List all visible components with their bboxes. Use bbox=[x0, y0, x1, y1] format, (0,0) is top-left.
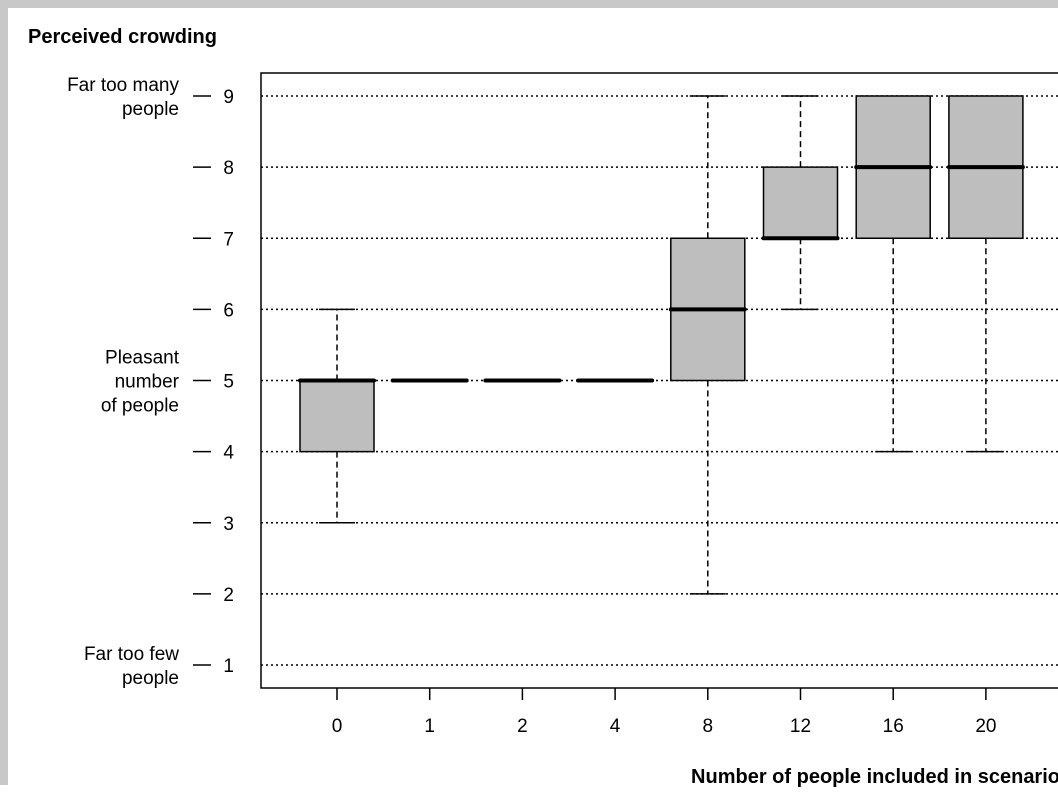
box-16 bbox=[854, 95, 933, 453]
y-anchor-label-1-line-1: people bbox=[122, 668, 179, 689]
plot-area bbox=[260, 72, 1058, 689]
y-anchor-label-5-line-1: number bbox=[115, 372, 180, 393]
box-20 bbox=[946, 95, 1025, 453]
x-axis-title: Number of people included in scenario bbox=[691, 766, 1058, 788]
y-tick-label-2: 2 bbox=[223, 585, 234, 606]
x-tick-label-8: 8 bbox=[703, 716, 714, 737]
y-tick-label-7: 7 bbox=[223, 229, 234, 250]
x-tick-label-0: 0 bbox=[332, 716, 343, 737]
y-tick-label-3: 3 bbox=[223, 514, 234, 535]
y-anchor-label-9-line-0: Far too many bbox=[67, 75, 179, 96]
x-tick-label-20: 20 bbox=[975, 716, 996, 737]
box-body-12 bbox=[762, 166, 839, 239]
box-8 bbox=[668, 95, 747, 595]
y-axis: 1 2 3 4 5 6 7 8 9 Far too many people Pleasant numbe… bbox=[67, 75, 234, 689]
x-tick-label-16: 16 bbox=[883, 716, 904, 737]
box-0 bbox=[298, 308, 376, 524]
y-tick-label-4: 4 bbox=[223, 443, 234, 464]
x-tick-label-4: 4 bbox=[610, 716, 621, 737]
grid-lines bbox=[261, 95, 1058, 666]
box-12 bbox=[761, 95, 840, 311]
x-tick-label-12: 12 bbox=[790, 716, 811, 737]
y-anchor-label-1-line-0: Far too few bbox=[84, 644, 179, 665]
y-anchor-label-5-line-0: Pleasant bbox=[105, 348, 180, 369]
x-tick-label-1: 1 bbox=[424, 716, 435, 737]
y-tick-label-8: 8 bbox=[223, 158, 234, 179]
y-tick-label-1: 1 bbox=[223, 656, 234, 677]
x-tick-label-2: 2 bbox=[517, 716, 528, 737]
y-anchor-label-5-line-2: of people bbox=[101, 396, 179, 417]
box-body-0 bbox=[299, 379, 375, 453]
x-axis: 0 1 2 4 8 12 16 20 bbox=[332, 688, 996, 737]
y-tick-label-6: 6 bbox=[223, 300, 234, 321]
y-tick-label-9: 9 bbox=[223, 87, 234, 108]
y-anchor-label-9-line-1: people bbox=[122, 99, 179, 120]
chart-title: Perceived crowding bbox=[28, 26, 217, 48]
boxes bbox=[298, 95, 1025, 595]
y-tick-label-5: 5 bbox=[223, 372, 234, 393]
